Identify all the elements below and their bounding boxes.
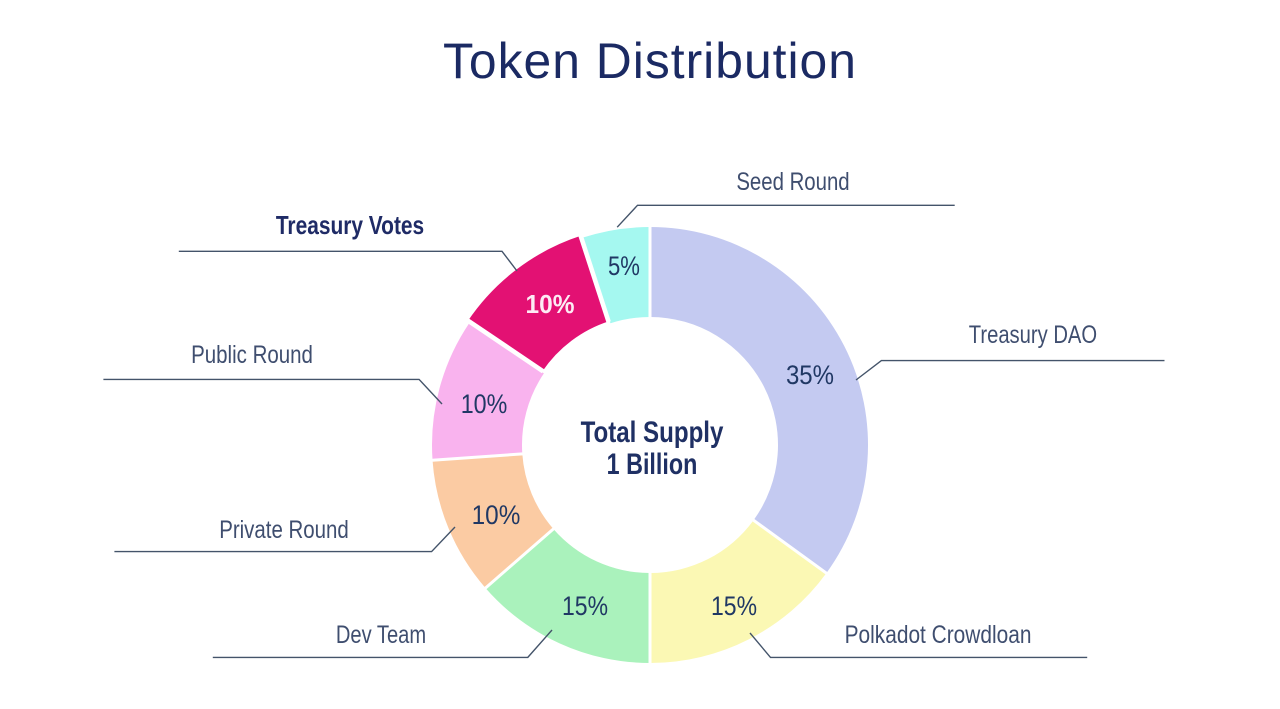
svg-text:Dev Team: Dev Team bbox=[336, 620, 426, 649]
svg-text:15%: 15% bbox=[562, 591, 608, 621]
svg-text:5%: 5% bbox=[608, 252, 640, 282]
svg-text:Total Supply: Total Supply bbox=[581, 414, 724, 448]
svg-text:Token Distribution: Token Distribution bbox=[443, 33, 857, 89]
svg-text:Treasury Votes: Treasury Votes bbox=[276, 211, 424, 240]
svg-text:35%: 35% bbox=[786, 361, 834, 391]
svg-text:10%: 10% bbox=[472, 501, 521, 530]
svg-text:10%: 10% bbox=[526, 290, 575, 319]
svg-text:Public Round: Public Round bbox=[191, 340, 313, 368]
svg-text:Private Round: Private Round bbox=[219, 515, 349, 543]
svg-text:15%: 15% bbox=[711, 591, 757, 621]
svg-text:Treasury DAO: Treasury DAO bbox=[969, 320, 1097, 349]
svg-text:1 Billion: 1 Billion bbox=[607, 447, 698, 480]
svg-text:Polkadot Crowdloan: Polkadot Crowdloan bbox=[845, 620, 1032, 648]
svg-text:10%: 10% bbox=[461, 389, 508, 419]
svg-text:Seed Round: Seed Round bbox=[736, 167, 849, 195]
